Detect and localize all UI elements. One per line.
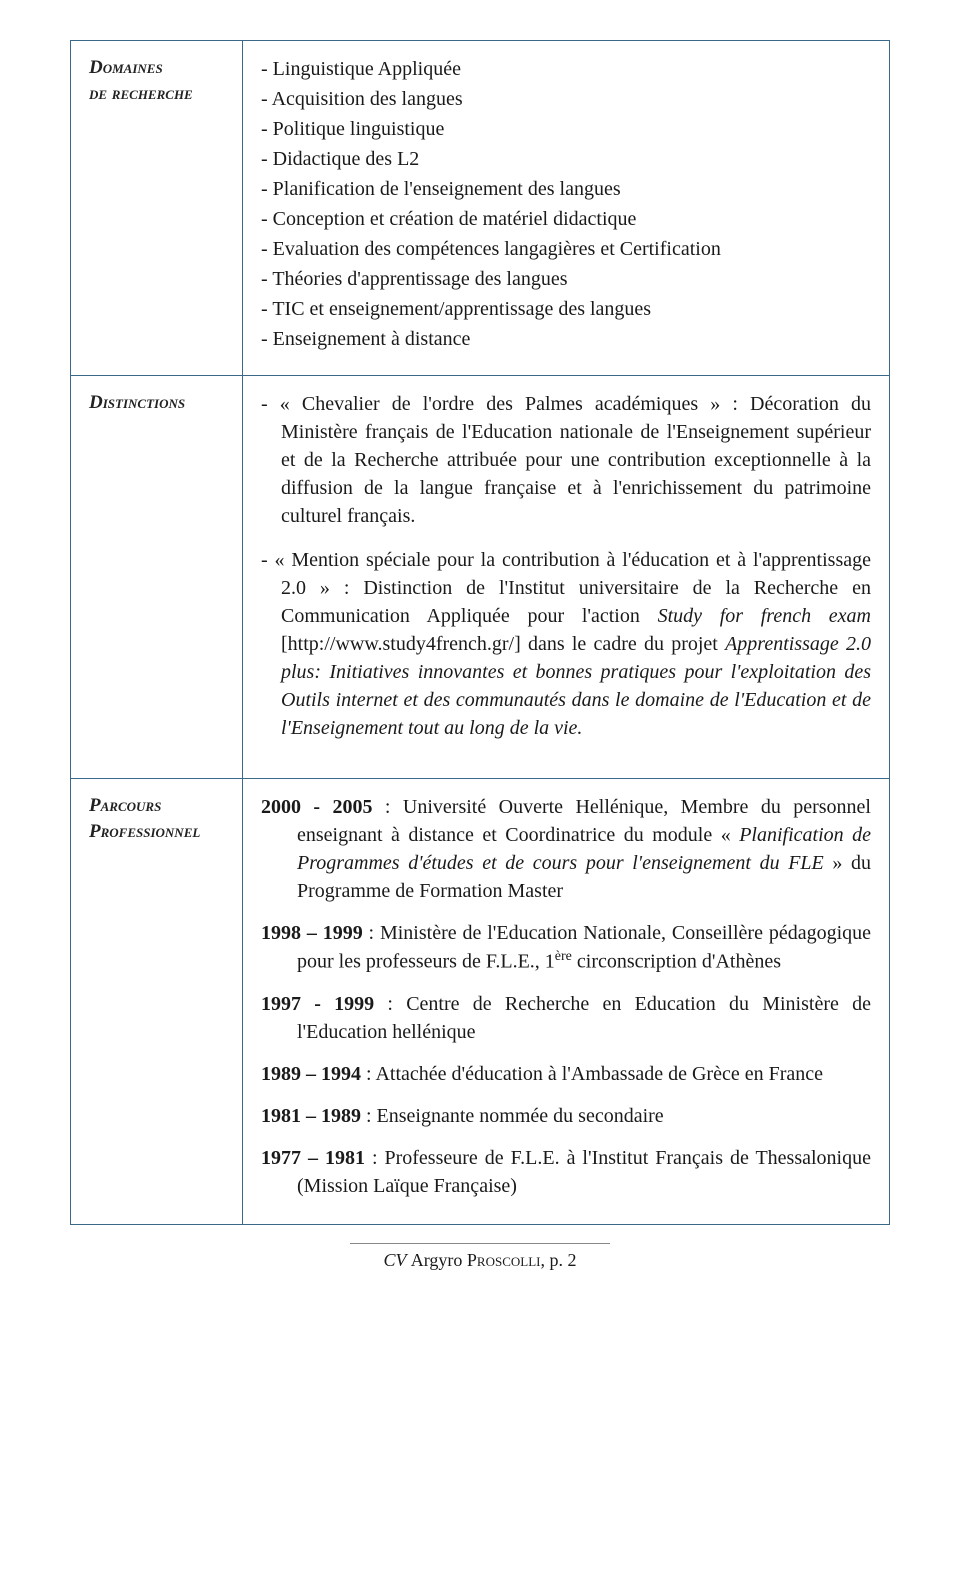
page-footer: CV Argyro Proscolli, p. 2 — [70, 1243, 890, 1273]
list-item: Evaluation des compétences langagières e… — [261, 235, 871, 263]
entry-years: 1981 – 1989 — [261, 1105, 361, 1127]
row-parcours: Parcours Professionnel 2000 - 2005 : Uni… — [71, 779, 890, 1225]
dash-prefix: - — [261, 393, 280, 415]
label-distinctions-text: Distinctions — [89, 392, 185, 413]
list-item: Planification de l'enseignement des lang… — [261, 175, 871, 203]
content-parcours: 2000 - 2005 : Université Ouverte Helléni… — [243, 779, 890, 1225]
label-distinctions: Distinctions — [71, 376, 243, 779]
parcours-entry: 1989 – 1994 : Attachée d'éducation à l'A… — [261, 1060, 871, 1088]
row-domaines: Domaines de recherche Linguistique Appli… — [71, 41, 890, 376]
distinction-2-italic1: Study for french exam — [658, 605, 871, 627]
cv-table: Domaines de recherche Linguistique Appli… — [70, 40, 890, 1225]
list-item: Acquisition des langues — [261, 85, 871, 113]
list-item: Linguistique Appliquée — [261, 55, 871, 83]
list-item: TIC et enseignement/apprentissage des la… — [261, 295, 871, 323]
domaines-list: Linguistique Appliquée Acquisition des l… — [261, 55, 871, 353]
distinction-1-text: « Chevalier de l'ordre des Palmes académ… — [280, 393, 871, 527]
list-item: Didactique des L2 — [261, 145, 871, 173]
list-item: Politique linguistique — [261, 115, 871, 143]
footer-suffix: , p. 2 — [540, 1250, 576, 1270]
footer-rule — [350, 1243, 610, 1244]
label-parcours-l2: Professionnel — [89, 821, 200, 842]
parcours-entry: 1997 - 1999 : Centre de Recherche en Edu… — [261, 990, 871, 1046]
entry-years: 1977 – 1981 — [261, 1147, 365, 1169]
list-item: Théories d'apprentissage des langues — [261, 265, 871, 293]
list-item: Conception et création de matériel didac… — [261, 205, 871, 233]
dash-prefix: - — [261, 549, 275, 571]
entry-text: : Attachée d'éducation à l'Ambassade de … — [361, 1063, 823, 1085]
parcours-entry: 1981 – 1989 : Enseignante nommée du seco… — [261, 1102, 871, 1130]
footer-cv: CV — [384, 1250, 411, 1270]
entry-years: 1998 – 1999 — [261, 922, 363, 944]
label-domaines-l2: de recherche — [89, 83, 193, 104]
parcours-entry: 1998 – 1999 : Ministère de l'Education N… — [261, 919, 871, 976]
entry-text: : Centre de Recherche en Education du Mi… — [297, 993, 871, 1043]
entry-years: 1997 - 1999 — [261, 993, 374, 1015]
content-distinctions: - « Chevalier de l'ordre des Palmes acad… — [243, 376, 890, 779]
distinction-item-2: - « Mention spéciale pour la contributio… — [261, 546, 871, 742]
footer-first: Argyro — [411, 1250, 467, 1270]
footer-surname: Proscolli — [467, 1250, 541, 1270]
entry-years: 2000 - 2005 — [261, 796, 373, 818]
label-domaines-l1: Domaines — [89, 57, 163, 78]
distinction-2-p2: [http://www.study4french.gr/] dans le ca… — [281, 633, 725, 655]
list-item: Enseignement à distance — [261, 325, 871, 353]
entry-text: : Professeure de F.L.E. à l'Institut Fra… — [297, 1147, 871, 1197]
entry-sup: ère — [555, 949, 572, 964]
content-domaines: Linguistique Appliquée Acquisition des l… — [243, 41, 890, 376]
label-parcours-l1: Parcours — [89, 795, 161, 816]
label-parcours: Parcours Professionnel — [71, 779, 243, 1225]
parcours-entry: 1977 – 1981 : Professeure de F.L.E. à l'… — [261, 1144, 871, 1200]
label-domaines: Domaines de recherche — [71, 41, 243, 376]
entry-years: 1989 – 1994 — [261, 1063, 361, 1085]
parcours-entry: 2000 - 2005 : Université Ouverte Helléni… — [261, 793, 871, 905]
row-distinctions: Distinctions - « Chevalier de l'ordre de… — [71, 376, 890, 779]
entry-text: : Enseignante nommée du secondaire — [361, 1105, 664, 1127]
distinction-item-1: - « Chevalier de l'ordre des Palmes acad… — [261, 390, 871, 530]
entry-text2: circonscription d'Athènes — [572, 951, 781, 973]
